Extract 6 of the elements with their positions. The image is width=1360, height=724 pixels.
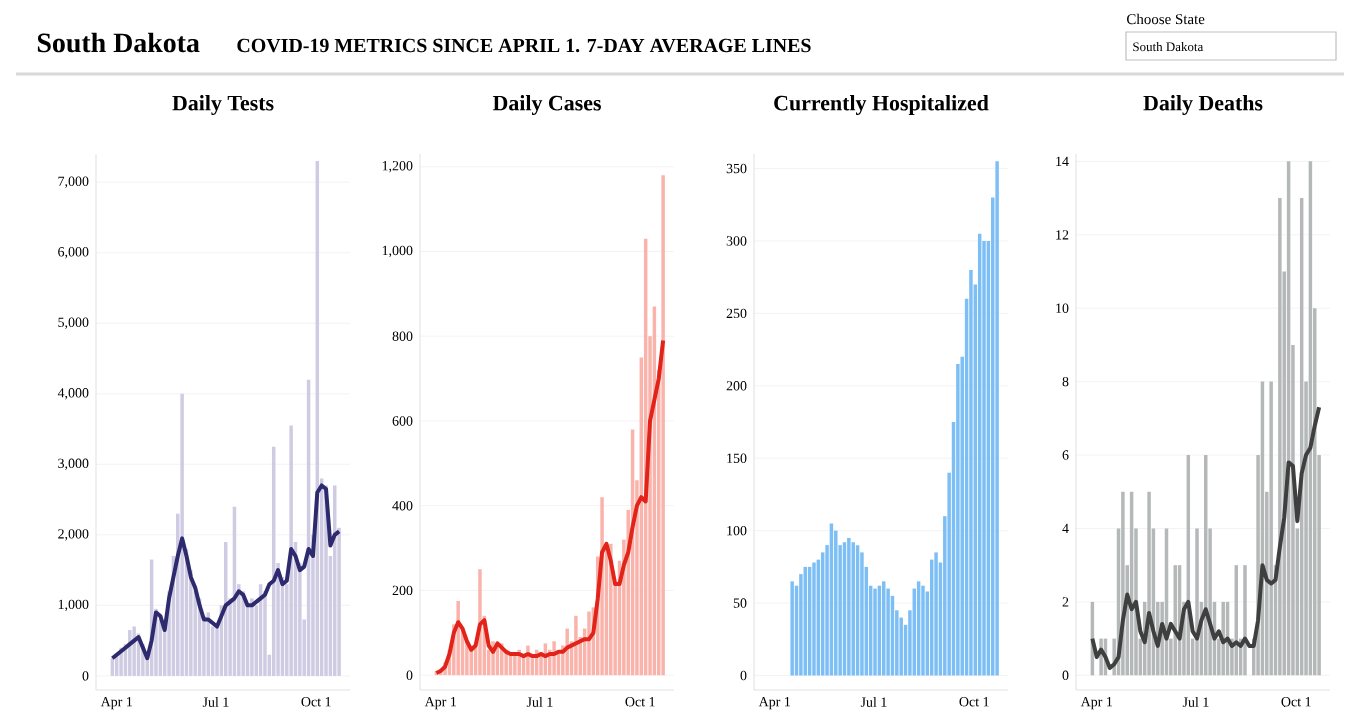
text: South Dakota <box>37 32 200 53</box>
chart-title: Daily Tests <box>172 95 274 115</box>
chart-title: Currently Hospitalized <box>774 95 989 115</box>
chart-title: Daily Cases <box>492 95 601 115</box>
text: COVID-19 METRICS SINCE APRIL 1. 7-DAY AVERAGE LINES <box>237 38 811 53</box>
chart-title: Daily Deaths <box>1143 95 1263 115</box>
